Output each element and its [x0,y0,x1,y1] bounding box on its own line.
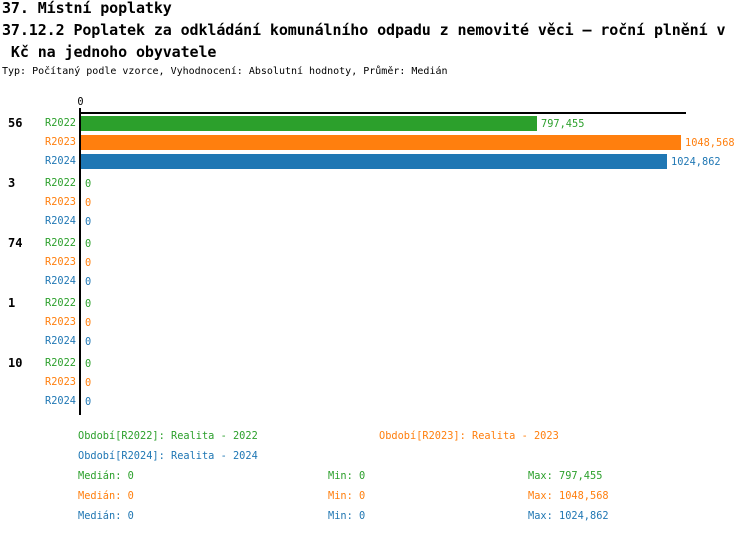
row-label-r2023: R2023 [45,136,76,148]
stat-min-r2022: Min: 0 [328,470,366,482]
chart-title-line-1: 37.12.2 Poplatek za odkládání komunálníh… [2,21,726,39]
y-axis-line [79,108,81,415]
row-label-r2022: R2022 [45,117,76,129]
value-label-r2023-group-10: 0 [85,377,92,389]
value-label-r2024-group-56: 1024,862 [671,156,721,168]
value-label-r2023-group-56: 1048,568 [685,137,735,149]
stat-min-r2023: Min: 0 [328,490,366,502]
legend-item-r2023: Období[R2023]: Realita - 2023 [379,430,559,442]
bar-r2024-group-56 [81,154,667,169]
chart-meta-info: Typ: Počítaný podle vzorce, Vyhodnocení:… [2,66,448,77]
value-label-r2023-group-1: 0 [85,317,92,329]
row-label-r2022: R2022 [45,357,76,369]
chart-title-line-2: Kč na jednoho obyvatele [2,43,217,61]
row-label-r2023: R2023 [45,256,76,268]
group-label-3: 3 [8,176,16,190]
row-label-r2023: R2023 [45,316,76,328]
row-label-r2022: R2022 [45,237,76,249]
row-label-r2022: R2022 [45,177,76,189]
value-label-r2024-group-3: 0 [85,216,92,228]
row-label-r2024: R2024 [45,335,76,347]
value-label-r2023-group-3: 0 [85,197,92,209]
value-label-r2024-group-74: 0 [85,276,92,288]
group-label-74: 74 [8,236,23,250]
group-label-10: 10 [8,356,23,370]
value-label-r2023-group-74: 0 [85,257,92,269]
stat-max-r2023: Max: 1048,568 [528,490,609,502]
row-label-r2022: R2022 [45,297,76,309]
group-label-56: 56 [8,116,23,130]
value-label-r2022-group-74: 0 [85,238,92,250]
group-label-1: 1 [8,296,16,310]
report-section-title: 37. Místní poplatky [2,0,172,17]
value-label-r2022-group-1: 0 [85,298,92,310]
value-label-r2022-group-10: 0 [85,358,92,370]
stat-min-r2024: Min: 0 [328,510,366,522]
value-label-r2024-group-1: 0 [85,336,92,348]
stat-median-r2024: Medián: 0 [78,510,134,522]
bar-r2022-group-56 [81,116,537,131]
row-label-r2024: R2024 [45,275,76,287]
legend-item-r2022: Období[R2022]: Realita - 2022 [78,430,258,442]
stat-median-r2023: Medián: 0 [78,490,134,502]
legend-item-r2024: Období[R2024]: Realita - 2024 [78,450,258,462]
value-label-r2024-group-10: 0 [85,396,92,408]
value-label-r2022-group-56: 797,455 [541,118,585,130]
stat-max-r2022: Max: 797,455 [528,470,603,482]
row-label-r2023: R2023 [45,196,76,208]
value-label-r2022-group-3: 0 [85,178,92,190]
row-label-r2024: R2024 [45,155,76,167]
bar-r2023-group-56 [81,135,681,150]
x-axis-zero-tick-label: 0 [77,96,84,108]
row-label-r2024: R2024 [45,395,76,407]
stat-max-r2024: Max: 1024,862 [528,510,609,522]
row-label-r2023: R2023 [45,376,76,388]
x-axis-line [80,112,686,114]
row-label-r2024: R2024 [45,215,76,227]
stat-median-r2022: Medián: 0 [78,470,134,482]
